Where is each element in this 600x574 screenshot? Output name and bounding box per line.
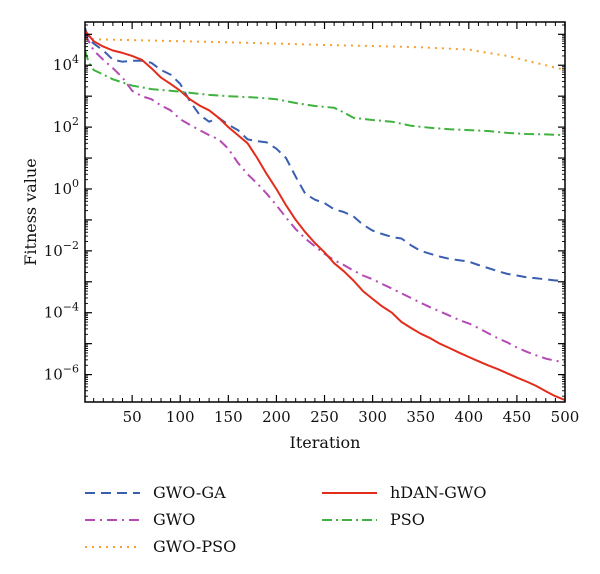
y-tick-label: 100	[53, 177, 79, 198]
legend: GWO-GA hDAN-GWO GWO PSO GWO-PSO	[85, 483, 486, 556]
plot-frame	[84, 21, 566, 403]
series-line-gwo-ga	[85, 27, 565, 282]
legend-item-gwo-ga: GWO-GA	[85, 483, 226, 502]
legend-label: GWO-PSO	[153, 537, 236, 556]
x-tick-label: 50	[123, 408, 142, 426]
x-tick-label: 250	[310, 408, 339, 426]
x-tick-label: 200	[262, 408, 291, 426]
y-axis-title: Fitness value	[21, 158, 40, 265]
x-tick-label: 100	[166, 408, 195, 426]
series-line-hdan-gwo	[85, 30, 565, 402]
y-tick-label: 10−2	[44, 239, 79, 260]
legend-item-gwo-pso: GWO-PSO	[85, 537, 236, 556]
x-tick-label: 450	[503, 408, 532, 426]
y-tick-label: 104	[53, 53, 79, 74]
series-line-gwo-pso	[85, 38, 565, 71]
legend-label: PSO	[390, 510, 425, 529]
legend-label: GWO-GA	[153, 483, 226, 502]
series-layer	[85, 27, 565, 402]
x-tick-label: 350	[406, 408, 435, 426]
legend-item-gwo: GWO	[85, 510, 195, 529]
series-line-pso	[85, 50, 565, 137]
legend-item-hdan-gwo: hDAN-GWO	[322, 483, 486, 502]
ticks-layer: 50 100 150 200 250 300 350 400 450 500 10−6 10−4 10−…	[44, 22, 580, 426]
x-tick-label: 300	[358, 408, 387, 426]
series-line-gwo	[85, 33, 565, 364]
legend-item-pso: PSO	[322, 510, 425, 529]
legend-label: hDAN-GWO	[390, 483, 486, 502]
x-tick-label: 500	[551, 408, 580, 426]
x-tick-label: 400	[454, 408, 483, 426]
legend-label: GWO	[153, 510, 195, 529]
x-tick-label: 150	[214, 408, 243, 426]
y-tick-label: 10−4	[44, 301, 79, 322]
x-axis-title: Iteration	[290, 433, 361, 452]
y-tick-label: 10−6	[44, 363, 79, 384]
y-tick-label: 102	[53, 115, 79, 136]
